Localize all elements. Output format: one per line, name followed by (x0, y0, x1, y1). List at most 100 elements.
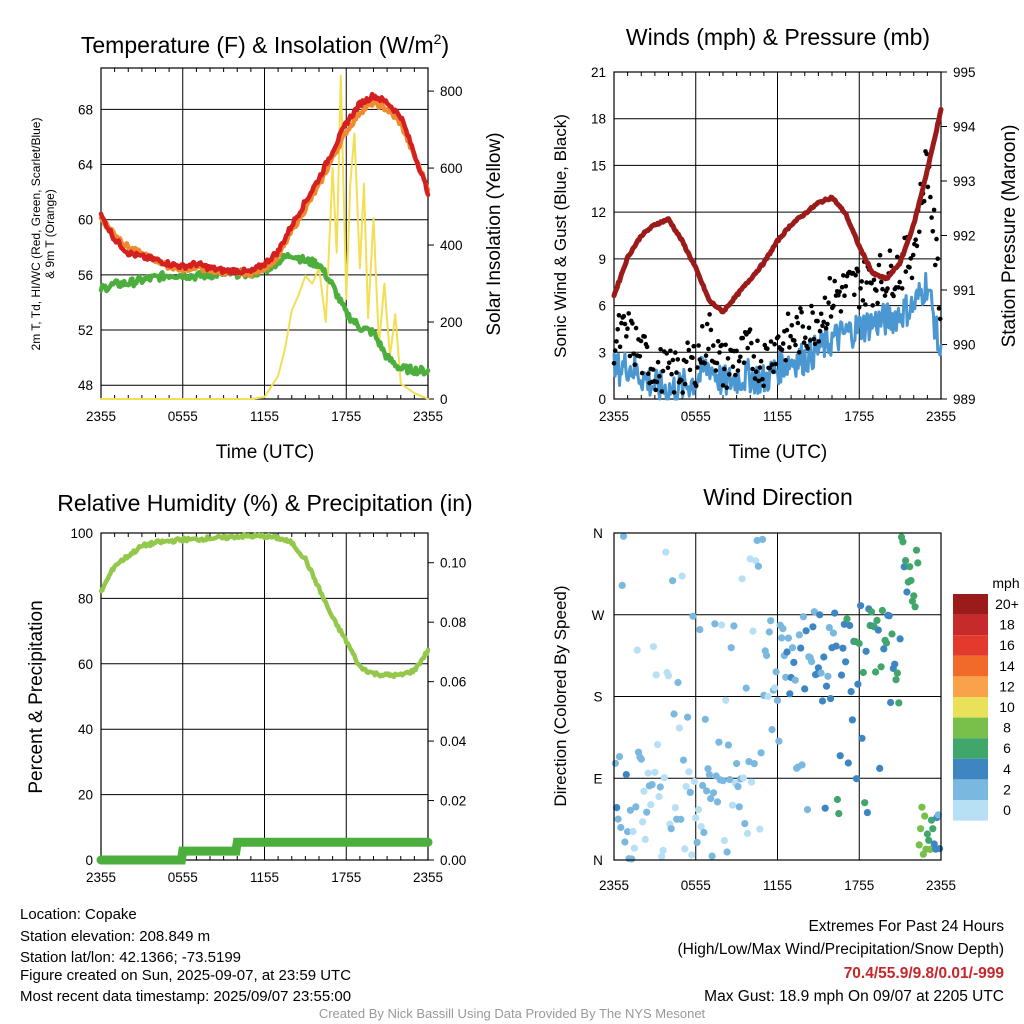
temp-y-tick-label: 48 (78, 378, 93, 393)
wind-gust-point (772, 341, 777, 347)
dir-scatter-point (844, 759, 852, 767)
wind-gust-point (760, 376, 765, 382)
rh-y-tick-label: 60 (78, 657, 93, 672)
dir-legend-swatch (953, 676, 988, 697)
wind-gust-point (880, 286, 885, 292)
wind-gust-point (842, 293, 847, 299)
dir-scatter-point (767, 617, 775, 625)
dir-scatter-point (723, 848, 731, 856)
rh-y-axis-label: Percent & Precipitation (26, 600, 47, 793)
dir-scatter-point (908, 597, 917, 605)
wind-gust-point (730, 364, 736, 370)
dir-scatter-point (749, 627, 757, 635)
wind-gust-point (807, 338, 813, 343)
dir-scatter-point (923, 830, 932, 838)
dir-legend-swatch (953, 635, 988, 656)
dir-scatter-point (895, 699, 903, 707)
dir-legend-label: 6 (1003, 740, 1011, 756)
dir-scatter-point (915, 841, 923, 849)
dir-scatter-point (735, 803, 743, 811)
wind-gust-point (673, 350, 678, 355)
wind-gust-point (887, 248, 893, 253)
dir-scatter-point (658, 852, 666, 861)
dir-scatter-point (874, 626, 882, 634)
wind-y-tick-label: 0 (598, 392, 606, 407)
dir-scatter-point (858, 734, 866, 742)
temp-y-tick-label: 60 (78, 213, 93, 228)
wind-gust-point (933, 262, 938, 268)
dir-legend-label: 12 (999, 678, 1015, 694)
wind-gust-point (810, 310, 815, 315)
dir-scatter-point (648, 781, 656, 789)
wind-gust-point (860, 298, 866, 303)
wind-gust-point (695, 365, 700, 370)
rh-x-tick-label: 0555 (168, 870, 198, 885)
dir-scatter-point (899, 538, 907, 546)
dir-scatter-point (621, 838, 629, 846)
wind-gust-point (633, 325, 639, 331)
dir-scatter-point (903, 588, 911, 596)
wind-y2-axis-label: Station Pressure (Maroon) (999, 125, 1020, 348)
dir-scatter-point (655, 793, 663, 801)
wind-gust-point (789, 323, 795, 328)
wind-gust-point (928, 194, 933, 200)
dir-scatter-point (677, 815, 685, 823)
dir-scatter-point (848, 716, 857, 724)
wind-y-tick-label: 3 (598, 345, 606, 360)
wind-y2-tick-label: 995 (953, 65, 976, 80)
wind-gust-point (719, 342, 725, 348)
wind-y2-tick-label: 992 (953, 229, 976, 244)
dir-scatter-point (763, 651, 771, 660)
rh-chart-title: Relative Humidity (%) & Precipitation (i… (57, 490, 472, 516)
recent-data-text: Most recent data timestamp: 2025/09/07 2… (20, 988, 352, 1005)
wind-gust-point (696, 343, 701, 348)
dir-scatter-point (859, 668, 867, 677)
rh-y2-tick-label: 0.06 (440, 675, 466, 690)
wind-gust-point (869, 280, 874, 286)
dir-scatter-point (701, 715, 709, 723)
dir-scatter-point (885, 612, 893, 620)
wind-gust-point (809, 303, 814, 309)
dir-scatter-point (855, 639, 863, 648)
dir-scatter-point (624, 828, 632, 836)
dir-scatter-point (633, 646, 641, 654)
dir-scatter-point (700, 828, 708, 837)
wind-gust-point (876, 262, 882, 268)
wind-gust-point (832, 278, 837, 284)
dir-scatter-point (722, 696, 730, 704)
wind-y-tick-label: 9 (598, 252, 606, 267)
dir-scatter-point (929, 825, 937, 833)
dir-scatter-point (808, 658, 816, 666)
wind-gust-point (921, 198, 927, 204)
dir-scatter-point (791, 676, 799, 684)
wind-gust-point (734, 348, 739, 354)
dir-scatter-point (692, 814, 700, 822)
wind-gust-point (637, 354, 643, 359)
wind-y-tick-label: 15 (591, 158, 606, 173)
dir-scatter-point (738, 575, 746, 583)
wind-gust-point (627, 353, 633, 359)
temp-y2-tick-label: 400 (440, 238, 463, 253)
dir-scatter-point (772, 668, 780, 676)
wind-gust-point (722, 366, 727, 372)
temp-y-tick-label: 56 (78, 268, 93, 283)
dir-scatter-point (797, 644, 805, 652)
rh-y2-tick-label: 0.00 (440, 853, 466, 868)
dir-scatter-point (704, 765, 712, 773)
dir-legend-swatch (953, 800, 988, 821)
dir-scatter-point (699, 781, 707, 790)
wind-gust-point (624, 334, 629, 339)
wind-gust-point (917, 229, 922, 235)
wind-gust-point (771, 369, 776, 375)
dir-scatter-point (684, 713, 692, 721)
dir-scatter-point (697, 823, 705, 831)
wind-gust-point (838, 309, 844, 314)
temp-x-tick-label: 1755 (331, 409, 361, 424)
dir-scatter-point (618, 581, 626, 590)
wind-gust-point (822, 295, 828, 301)
wind-gust-point (735, 368, 741, 373)
dir-scatter-point (764, 692, 772, 701)
dir-scatter-point (803, 806, 812, 814)
wind-gust-point (724, 385, 730, 391)
wind-gust-point (811, 336, 817, 342)
